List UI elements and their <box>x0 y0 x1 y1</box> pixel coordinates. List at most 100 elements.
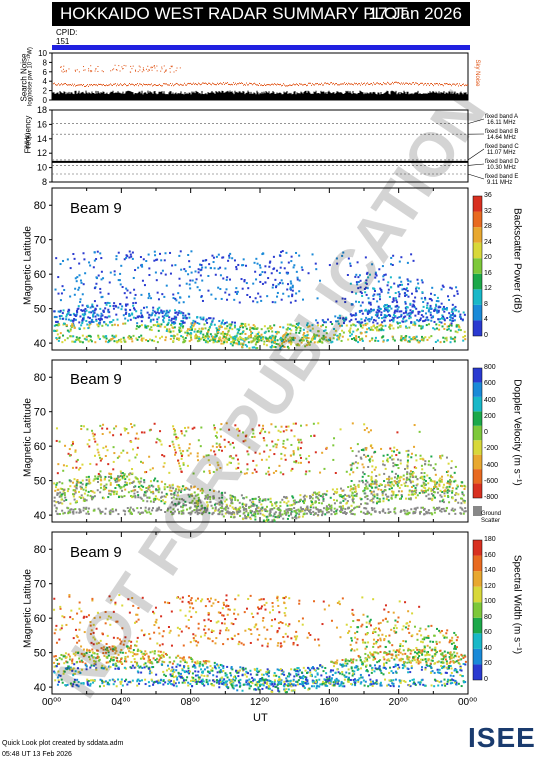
scatter-cell <box>157 491 160 494</box>
scatter-cell <box>412 259 415 262</box>
sky-noise-point <box>130 71 132 73</box>
scatter-cell <box>299 454 302 457</box>
scatter-cell <box>441 315 444 318</box>
sky-noise-point <box>316 83 317 85</box>
scatter-cell <box>391 458 394 461</box>
scatter-cell <box>134 495 137 498</box>
scatter-cell <box>196 488 199 491</box>
scatter-cell <box>70 508 73 511</box>
scatter-cell <box>156 497 159 500</box>
sky-noise-point <box>403 82 404 84</box>
scatter-cell <box>114 480 117 483</box>
scatter-cell <box>329 496 332 499</box>
scatter-cell <box>452 319 455 322</box>
sky-noise-point <box>351 83 352 85</box>
scatter-cell <box>374 319 377 322</box>
scatter-cell <box>433 308 436 311</box>
scatter-cell <box>298 500 301 503</box>
scatter-cell <box>405 476 408 479</box>
scatter-cell <box>163 488 166 491</box>
scatter-cell <box>405 478 408 481</box>
scatter-cell <box>376 293 379 296</box>
scatter-cell <box>322 319 325 322</box>
scatter-cell <box>152 318 155 321</box>
scatter-cell <box>123 338 126 341</box>
scatter-cell <box>447 327 450 330</box>
scatter-cell <box>163 462 166 465</box>
scatter-cell <box>354 275 357 278</box>
scatter-cell <box>174 504 177 507</box>
scatter-cell <box>99 475 102 478</box>
scatter-cell <box>425 490 428 493</box>
scatter-cell <box>360 510 363 513</box>
scatter-cell <box>100 312 103 315</box>
scatter-cell <box>182 321 185 324</box>
scatter-cell <box>169 251 172 254</box>
sky-noise-point <box>443 85 444 87</box>
scatter-cell <box>415 459 418 462</box>
scatter-cell <box>197 271 200 274</box>
scatter-cell <box>363 473 366 476</box>
scatter-cell <box>233 326 236 329</box>
scatter-cell <box>174 264 177 267</box>
scatter-cell <box>449 474 452 477</box>
sky-noise-point <box>344 82 345 84</box>
scatter-cell <box>413 337 416 340</box>
scatter-cell <box>192 324 195 327</box>
scatter-cell <box>460 512 463 515</box>
sky-noise-point <box>299 83 300 85</box>
scatter-cell <box>405 293 408 296</box>
scatter-cell <box>77 468 80 471</box>
scatter-cell <box>370 485 373 488</box>
scatter-cell <box>439 341 442 344</box>
scatter-cell <box>129 506 132 509</box>
scatter-cell <box>279 501 282 504</box>
sky-noise-point <box>135 84 136 86</box>
scatter-cell <box>294 326 297 329</box>
scatter-cell <box>125 287 128 290</box>
scatter-cell <box>433 294 436 297</box>
scatter-cell <box>439 306 442 309</box>
scatter-cell <box>385 309 388 312</box>
scatter-cell <box>60 495 63 498</box>
scatter-cell <box>141 265 144 268</box>
scatter-cell <box>333 327 336 330</box>
scatter-cell <box>387 291 390 294</box>
scatter-cell <box>190 322 193 325</box>
scatter-cell <box>403 509 406 512</box>
scatter-cell <box>265 344 268 347</box>
scatter-cell <box>360 318 363 321</box>
scatter-cell <box>80 487 83 490</box>
sky-noise-point <box>407 82 408 84</box>
scatter-cell <box>423 472 426 475</box>
scatter-cell <box>367 511 370 514</box>
scatter-cell <box>206 504 209 507</box>
scatter-cell <box>352 497 355 500</box>
scatter-cell <box>441 490 444 493</box>
scatter-cell <box>441 454 444 457</box>
scatter-cell <box>373 293 376 296</box>
scatter-cell <box>212 490 215 493</box>
scatter-cell <box>181 336 184 339</box>
sky-noise-point <box>399 82 400 84</box>
scatter-cell <box>188 511 191 514</box>
scatter-cell <box>209 317 212 320</box>
freq-ytick-label: 8 <box>42 177 47 187</box>
scatter-cell <box>132 307 135 310</box>
scatter-cell <box>369 328 372 331</box>
scatter-cell <box>123 258 126 261</box>
sky-noise-point <box>404 83 405 85</box>
scatter-cell <box>244 514 247 517</box>
scatter-cell <box>367 297 370 300</box>
scatter-cell <box>231 502 234 505</box>
sky-noise-point <box>281 85 282 87</box>
scatter-cell <box>107 654 110 657</box>
scatter-cell <box>149 320 152 323</box>
scatter-cell <box>112 493 115 496</box>
scatter-cell <box>131 481 134 484</box>
sky-noise-point <box>268 84 269 86</box>
scatter-cell <box>374 276 377 279</box>
cpid-bar <box>52 45 470 50</box>
scatter-cell <box>400 315 403 318</box>
scatter-cell <box>259 509 262 512</box>
